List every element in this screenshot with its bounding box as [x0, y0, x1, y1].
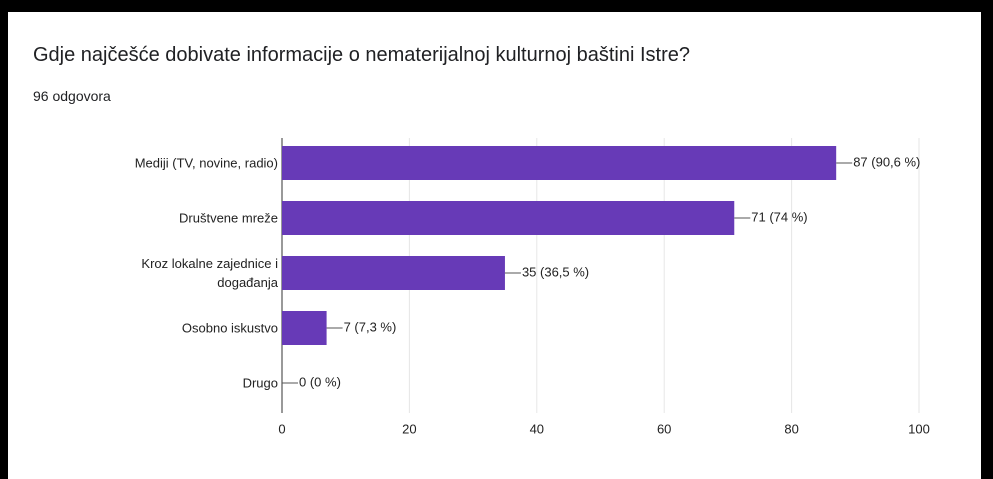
- value-label: 35 (36,5 %): [522, 264, 589, 279]
- category-label: Mediji (TV, novine, radio): [134, 155, 278, 171]
- bar: [282, 256, 505, 290]
- x-tick-label: 40: [530, 421, 544, 436]
- category-label: Osobno iskustvo: [181, 320, 278, 336]
- category-label: Društvene mreže: [179, 210, 278, 226]
- value-label: 71 (74 %): [751, 209, 807, 224]
- value-label: 87 (90,6 %): [853, 154, 920, 169]
- category-label: Drugo: [242, 375, 278, 391]
- bar: [282, 146, 837, 180]
- value-label: 7 (7,3 %): [344, 319, 397, 334]
- panel: Gdje najčešće dobivate informacije o nem…: [8, 12, 981, 479]
- x-tick-label: 0: [278, 421, 285, 436]
- subtitle: 96 odgovora: [33, 88, 111, 104]
- category-label: Kroz lokalne zajednice i događanja: [141, 256, 278, 290]
- x-tick-label: 60: [657, 421, 671, 436]
- x-tick-label: 100: [908, 421, 930, 436]
- bar: [282, 311, 327, 345]
- x-tick-label: 80: [784, 421, 798, 436]
- value-label: 0 (0 %): [299, 374, 341, 389]
- x-tick-label: 20: [402, 421, 416, 436]
- bar: [282, 201, 735, 235]
- chart: 0 20 40 60 80 100 87 (90,6 %) 71 (74 %) 35 (36,5…: [278, 138, 930, 436]
- chart-title: Gdje najčešće dobivate informacije o nem…: [33, 44, 691, 66]
